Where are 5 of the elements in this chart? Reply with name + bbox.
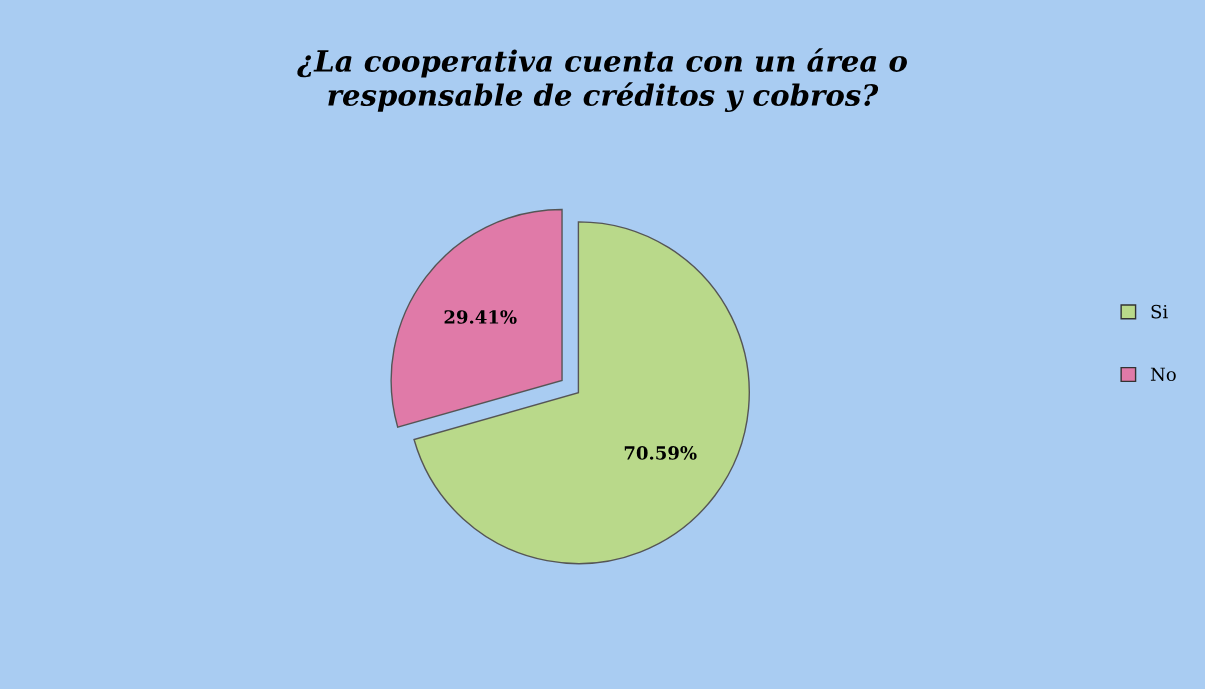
data-label: 70.59% xyxy=(624,446,697,460)
data-label: 29.41% xyxy=(444,310,517,324)
legend-label: Si xyxy=(1151,304,1168,319)
chart-title: ¿La cooperativa cuenta con un área o responsable de créditos y cobros? xyxy=(297,48,907,113)
legend-label: No xyxy=(1150,367,1176,382)
